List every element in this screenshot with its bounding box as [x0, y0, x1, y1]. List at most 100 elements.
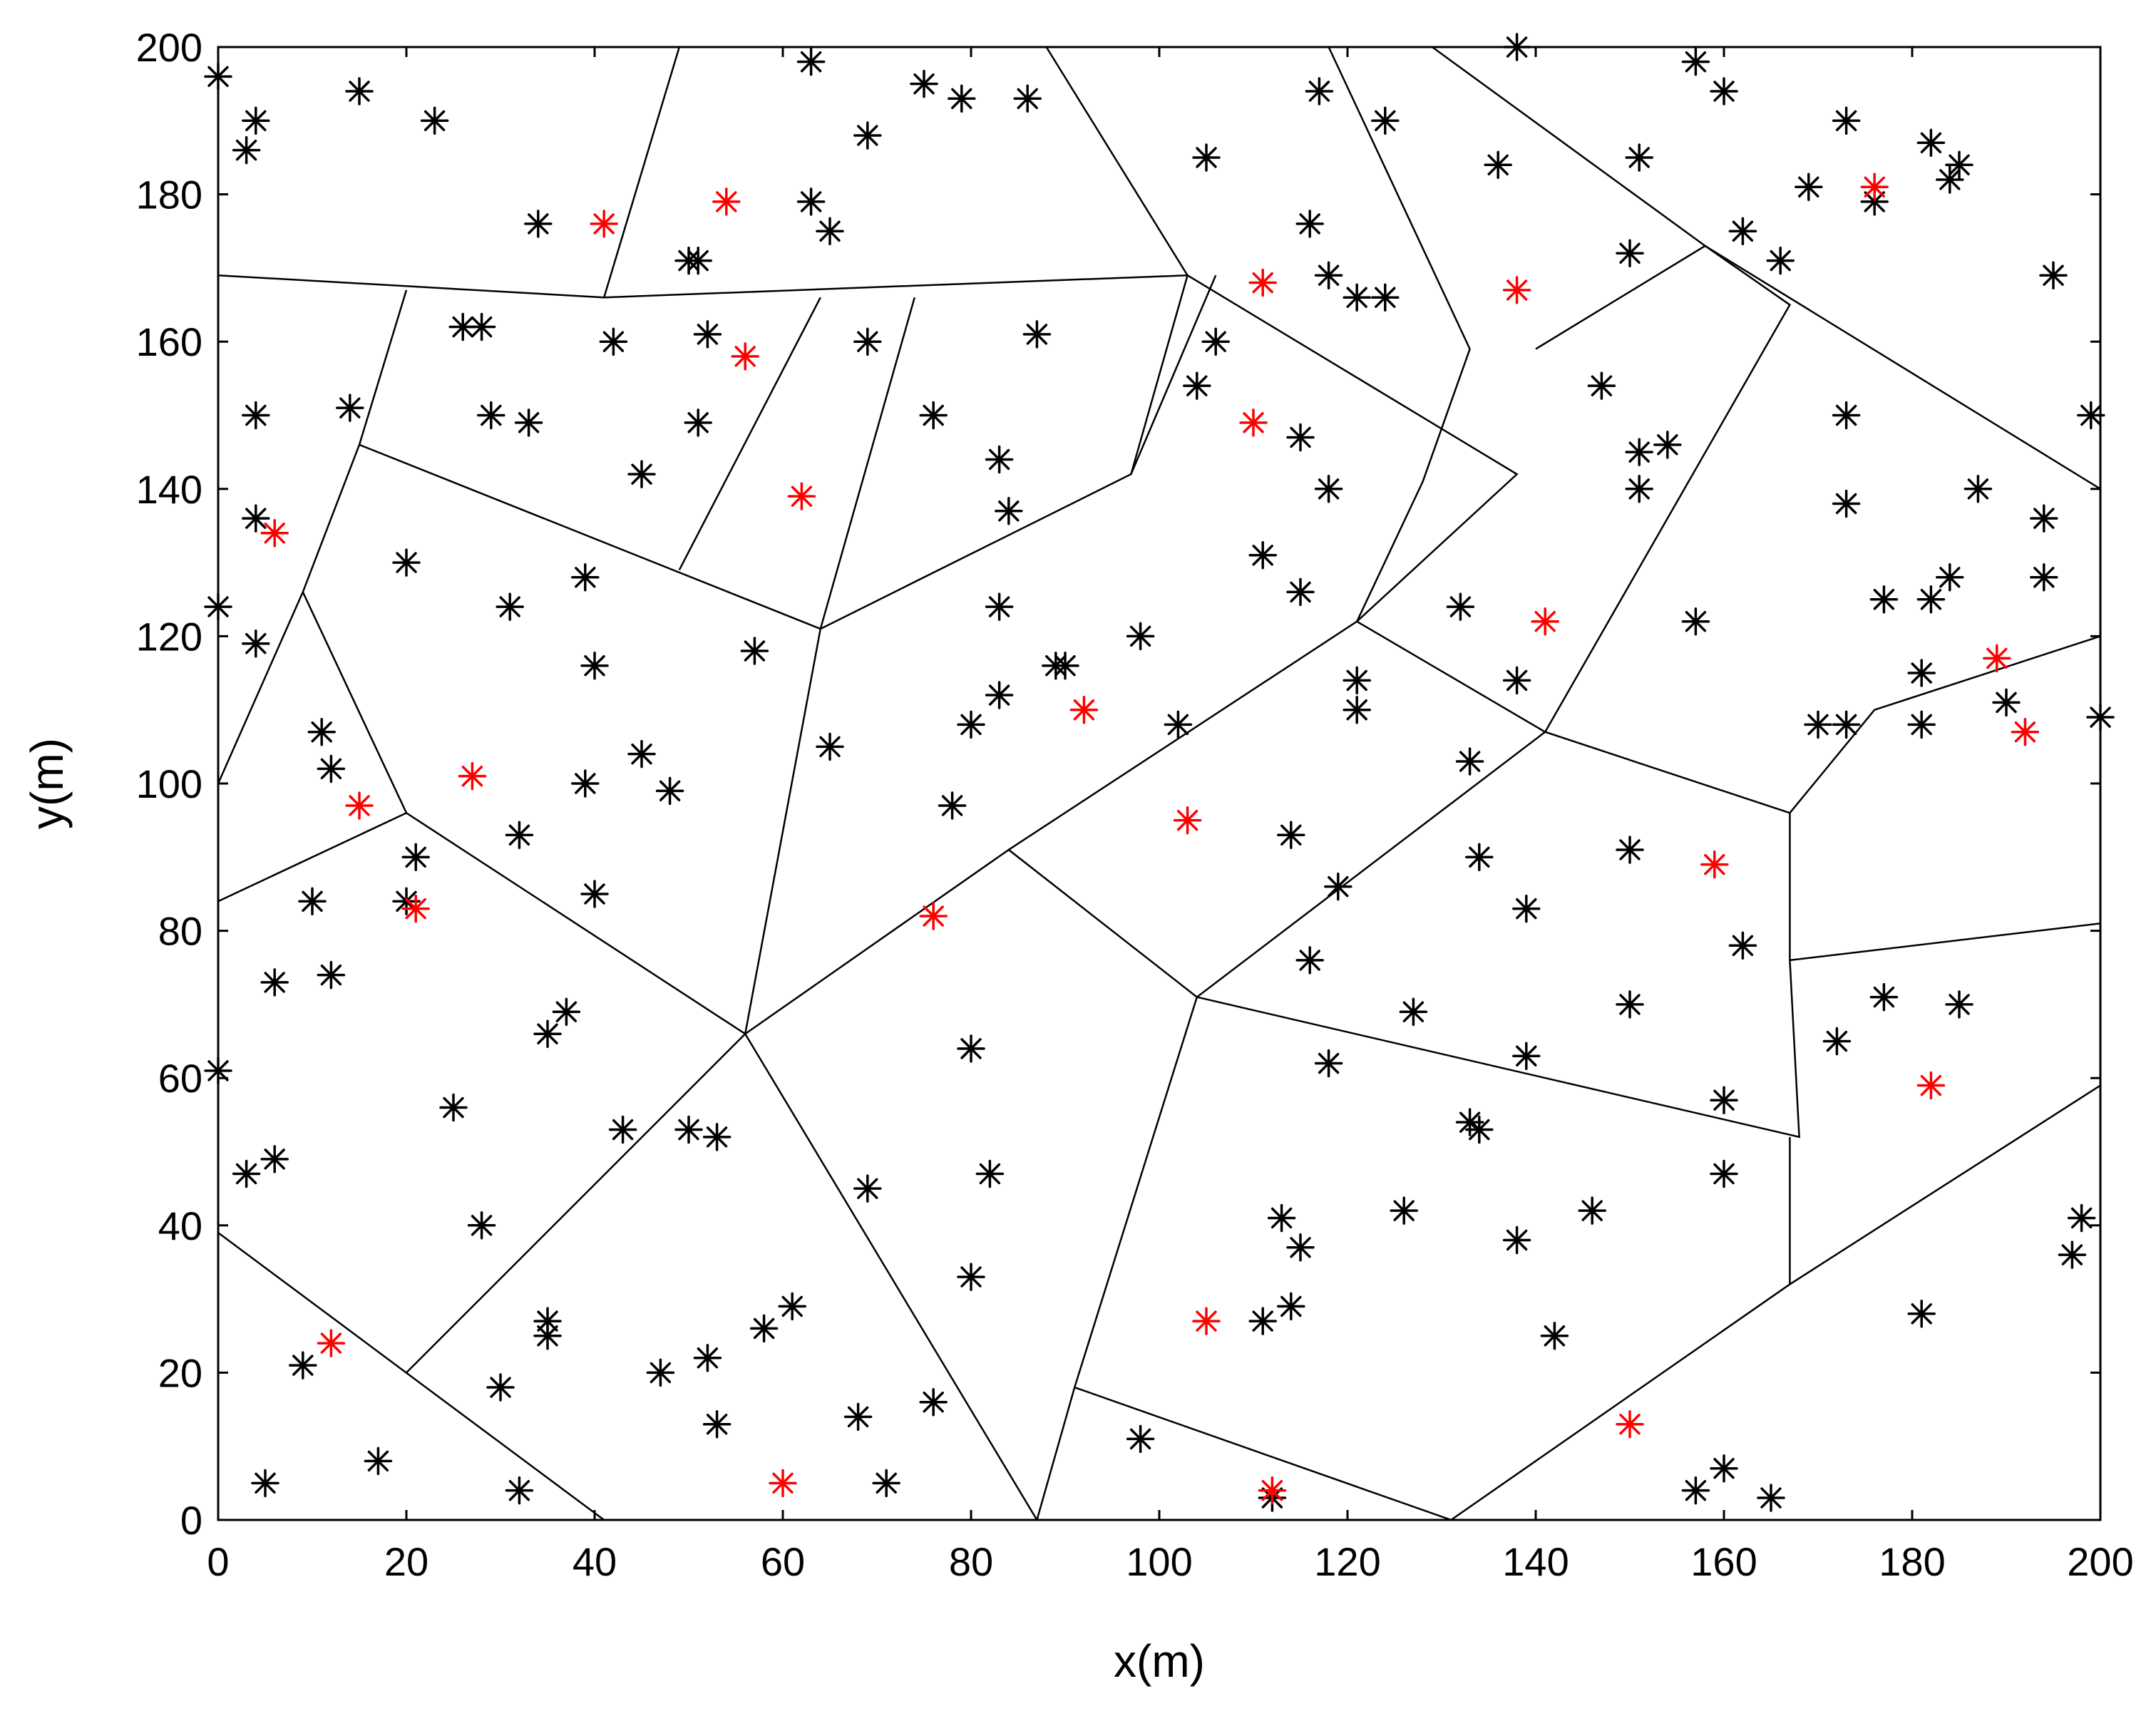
black-point-marker	[242, 401, 270, 430]
cell-boundary	[1073, 997, 1452, 1521]
axis-ticks: 0 20 40 60 80 100 120 140 160 180 200 0 20 40 60 80 100 1…	[136, 25, 2134, 1584]
black-point-marker	[1248, 1307, 1277, 1335]
x-tick-label: 120	[1314, 1539, 1380, 1584]
black-point-marker	[1587, 371, 1616, 400]
cell-boundary	[678, 297, 821, 571]
cell-boundary	[1790, 923, 2101, 962]
black-point-marker	[1757, 1484, 1785, 1512]
black-point-marker	[401, 843, 430, 872]
black-point-marker	[524, 210, 553, 238]
red-point-marker	[1983, 644, 2011, 673]
black-point-marker	[2058, 1240, 2087, 1269]
cell-boundaries	[217, 46, 2101, 1521]
x-tick-label: 200	[2067, 1539, 2133, 1584]
black-point-marker	[307, 717, 336, 746]
black-point-marker	[1625, 143, 1653, 172]
black-point-marker	[336, 394, 364, 422]
black-point-marker	[684, 409, 712, 437]
black-point-marker	[1164, 710, 1193, 739]
black-point-marker	[1992, 688, 2021, 717]
x-tick-label: 100	[1126, 1539, 1192, 1584]
black-point-marker	[2030, 563, 2058, 592]
black-point-marker	[1936, 563, 1964, 592]
black-point-marker	[796, 187, 826, 216]
red-point-marker	[1239, 409, 1268, 437]
black-point-marker	[364, 1447, 393, 1476]
cell-boundary	[603, 46, 680, 298]
black-point-marker	[317, 960, 346, 990]
black-point-marker	[1728, 217, 1757, 245]
cell-boundary	[1789, 635, 2101, 814]
cell-boundary	[819, 297, 916, 630]
red-point-marker	[1860, 173, 1889, 202]
black-point-marker	[1832, 489, 1861, 518]
y-tick-label: 200	[136, 25, 202, 70]
black-point-marker	[260, 968, 289, 997]
black-point-marker	[1371, 106, 1400, 135]
black-point-marker	[985, 681, 1014, 709]
black-point-marker	[702, 1123, 732, 1151]
black-point-marker	[957, 710, 985, 739]
black-point-marker	[533, 1322, 562, 1350]
black-point-marker	[533, 1019, 562, 1048]
black-point-marker	[749, 1314, 779, 1343]
x-tick-label: 140	[1502, 1539, 1569, 1584]
black-point-marker	[919, 1387, 948, 1417]
black-point-marker	[1484, 150, 1512, 180]
black-point-marker	[2030, 504, 2058, 533]
black-point-marker	[1512, 894, 1541, 923]
cell-boundary	[1450, 1283, 1791, 1521]
black-point-marker	[1502, 33, 1531, 61]
black-point-marker	[872, 1469, 900, 1498]
black-point-marker	[1907, 659, 1936, 687]
cell-boundary	[406, 1033, 746, 1374]
black-point-marker	[2077, 401, 2105, 430]
black-point-marker	[486, 1373, 515, 1402]
y-tick-label: 160	[136, 319, 202, 364]
black-point-marker	[853, 121, 882, 150]
cell-boundary	[744, 628, 1198, 1036]
red-point-marker	[458, 761, 487, 791]
black-point-marker	[1681, 47, 1710, 76]
black-point-marker	[985, 445, 1014, 474]
black-point-marker	[1371, 283, 1400, 312]
black-point-marker	[251, 1469, 279, 1498]
black-point-marker	[204, 1057, 232, 1085]
black-point-marker	[693, 1343, 722, 1372]
red-point-marker	[1616, 1409, 1644, 1439]
cell-boundary	[1328, 46, 1471, 622]
black-point-marker	[345, 77, 374, 106]
black-point-marker	[1832, 106, 1861, 135]
black-point-marker	[439, 1093, 468, 1122]
black-point-marker	[1343, 283, 1371, 312]
cell-boundary	[1432, 46, 1706, 247]
black-point-marker	[2086, 703, 2115, 731]
black-point-marker	[816, 732, 844, 761]
cell-boundary	[217, 289, 408, 784]
black-point-marker	[1192, 143, 1221, 172]
black-point-marker	[204, 62, 232, 91]
black-point-marker	[467, 1211, 496, 1240]
black-point-marker	[796, 47, 826, 76]
black-point-marker	[580, 651, 609, 680]
black-point-marker	[1916, 128, 1946, 158]
black-point-marker	[1295, 210, 1324, 238]
cell-boundary	[1186, 274, 1519, 622]
y-tick-label: 120	[136, 614, 202, 659]
cell-boundary	[1196, 731, 1800, 1139]
black-point-marker	[1446, 592, 1475, 621]
cell-boundary	[1130, 274, 1189, 475]
black-point-marker	[1051, 651, 1079, 680]
black-point-marker	[1248, 541, 1277, 570]
black-point-marker	[975, 1159, 1005, 1188]
black-point-marker	[1936, 165, 1964, 194]
black-point-marker	[1907, 1300, 1936, 1328]
black-point-marker	[627, 739, 656, 769]
black-point-marker	[853, 327, 882, 356]
y-tick-label: 140	[136, 467, 202, 512]
black-point-marker	[392, 548, 421, 577]
black-point-marker	[1710, 1086, 1738, 1114]
black-point-marker	[655, 776, 684, 806]
black-point-marker	[1916, 585, 1946, 614]
